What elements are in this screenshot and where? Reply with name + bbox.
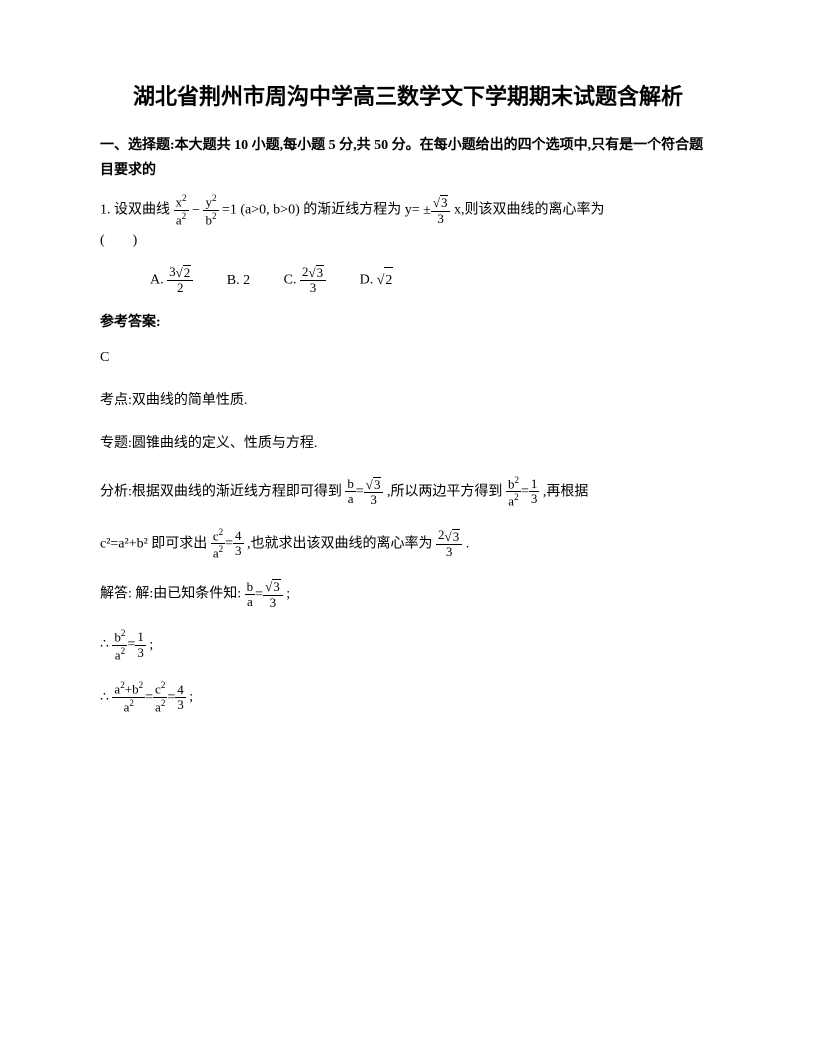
therefore-b2a2: b2a2=13	[112, 637, 149, 652]
semicolon-1: ;	[286, 587, 290, 602]
topic-label: 考点:	[100, 393, 132, 408]
analysis-text-4: ,也就求出该双曲线的离心率为	[247, 536, 433, 551]
semicolon-3: ;	[189, 690, 193, 705]
solve-row: 解答: 解:由已知条件知: ba=33 ;	[100, 579, 716, 610]
c2-over-a2: c2a2=43	[211, 536, 247, 551]
analysis-text-3: ,再根据	[543, 484, 589, 499]
solve-text-1: 解:由已知条件知:	[132, 587, 241, 602]
option-d: D. 2	[360, 267, 394, 293]
topic-text: 双曲线的简单性质.	[132, 393, 248, 408]
semicolon-2: ;	[149, 637, 153, 652]
question-1: 1. 设双曲线 x2a2 − y2b2 =1 (a>0, b>0) 的渐近线方程…	[100, 193, 716, 252]
b2-over-a2: b2a2=13	[506, 484, 543, 499]
analysis-label: 分析:	[100, 484, 132, 499]
c2-eq: c²=a²+b² 即可求出	[100, 536, 207, 551]
asymptote-slope: ±33	[423, 203, 454, 218]
topic-row: 考点:双曲线的简单性质.	[100, 388, 716, 413]
solve-b-over-a: ba=33	[245, 587, 287, 602]
section-header: 一、选择题:本大题共 10 小题,每小题 5 分,共 50 分。在每小题给出的四…	[100, 133, 716, 183]
q-prefix: 设双曲线	[114, 203, 170, 218]
q-eq-text: =1 (a>0, b>0) 的渐近线方程为 y=	[222, 203, 420, 218]
option-c: C. 233	[284, 265, 326, 296]
eccentricity: 233	[436, 536, 466, 551]
special-label: 专题:	[100, 436, 132, 451]
opt-a-frac: 322	[167, 265, 193, 296]
answer-value: C	[100, 345, 716, 370]
b-over-a: ba=33	[345, 484, 387, 499]
analysis-row-1: 分析:根据双曲线的渐近线方程即可得到 ba=33 ,所以两边平方得到 b2a2=…	[100, 475, 716, 509]
ref-answer-label: 参考答案:	[100, 310, 716, 335]
page-title: 湖北省荆州市周沟中学高三数学文下学期期末试题含解析	[100, 80, 716, 113]
q-suffix: x,则该双曲线的离心率为	[454, 203, 605, 218]
option-a: A. 322	[150, 265, 193, 296]
option-b: B. 2	[227, 268, 250, 293]
therefore-c2a2: a2+b2a2=c2a2=43	[112, 690, 189, 705]
solve-label: 解答:	[100, 587, 132, 602]
q-number: 1.	[100, 203, 111, 218]
therefore-1: b2a2=13 ;	[100, 628, 716, 662]
q-paren: ( )	[100, 228, 716, 253]
options: A. 322 B. 2 C. 233 D. 2	[150, 265, 716, 296]
analysis-row-2: c²=a²+b² 即可求出 c2a2=43 ,也就求出该双曲线的离心率为 233…	[100, 527, 716, 561]
special-row: 专题:圆锥曲线的定义、性质与方程.	[100, 431, 716, 456]
hyperbola-eq: x2a2 − y2b2	[174, 203, 223, 218]
opt-c-frac: 233	[300, 265, 326, 296]
analysis-text-1: 根据双曲线的渐近线方程即可得到	[132, 484, 342, 499]
period: .	[466, 536, 470, 551]
opt-d-sqrt: 2	[377, 267, 394, 293]
therefore-2: a2+b2a2=c2a2=43 ;	[100, 680, 716, 714]
special-text: 圆锥曲线的定义、性质与方程.	[132, 436, 318, 451]
analysis-text-2: ,所以两边平方得到	[387, 484, 503, 499]
